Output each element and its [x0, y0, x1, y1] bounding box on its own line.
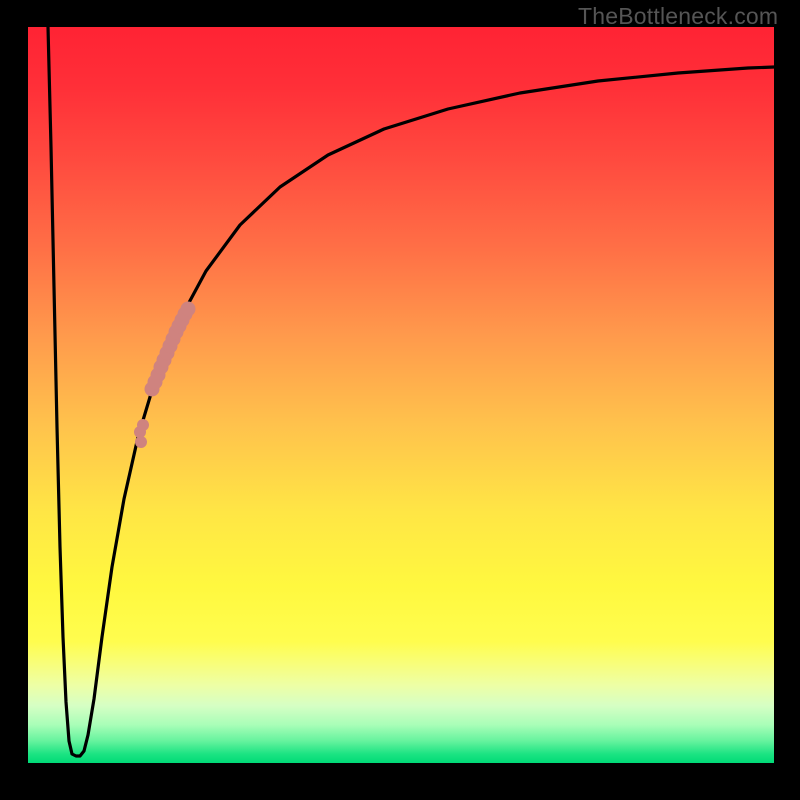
chart-frame: TheBottleneck.com: [0, 0, 800, 800]
data-markers: [28, 27, 774, 763]
data-marker: [135, 436, 147, 448]
frame-border-bottom: [0, 763, 800, 800]
frame-border-right: [774, 0, 800, 800]
plot-area: [28, 27, 774, 763]
data-marker: [137, 419, 149, 431]
watermark-text: TheBottleneck.com: [578, 3, 778, 30]
frame-border-left: [0, 0, 28, 800]
data-marker: [181, 302, 196, 317]
